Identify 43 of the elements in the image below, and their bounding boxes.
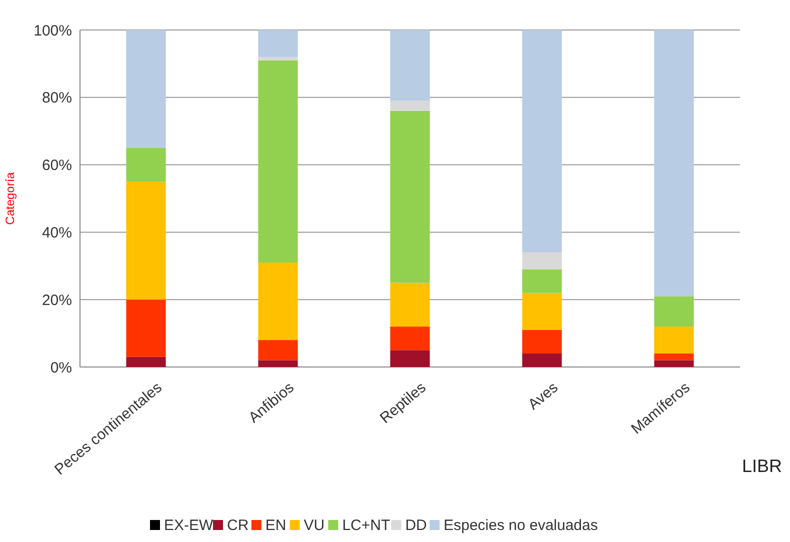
y-tick-label: 100% [34,22,72,40]
y-tick-label: 20% [42,292,72,309]
bar [390,110,430,283]
bar [654,354,694,360]
y-tick-label: 40% [42,224,72,242]
bar [654,30,694,296]
bar [522,330,562,354]
legend-label: EN [265,517,286,534]
x-axis-title: LIBR [742,456,782,476]
legend-label: DD [405,517,428,534]
y-axis-title: Categoría [3,172,17,225]
legend-label: VU [304,517,325,534]
legend-label: Especies no evaluadas [444,517,598,534]
bar [390,350,430,367]
bar [522,30,562,252]
y-tick-label: 0% [50,359,72,376]
legend-label: LC+NT [342,517,390,534]
bar [522,292,562,330]
y-tick-label: 80% [42,90,72,107]
bar [126,182,166,300]
bar [258,56,298,60]
bar [258,60,298,263]
bar [126,30,166,148]
bar [390,100,430,111]
bar [390,282,430,327]
bar [654,360,694,367]
bar [258,340,298,360]
bar [126,356,166,367]
bar [522,269,562,293]
bar [258,262,298,340]
bar [390,326,430,350]
bar [522,354,562,367]
bar [390,30,430,101]
bar [654,326,694,354]
bar [126,148,166,182]
bar [522,252,562,270]
bar [126,300,166,357]
legend-label: CR [227,517,249,534]
bar [258,30,298,57]
bar [654,296,694,327]
bar [258,360,298,367]
legend-label: EX-EW [164,517,214,534]
y-tick-label: 60% [42,157,72,174]
